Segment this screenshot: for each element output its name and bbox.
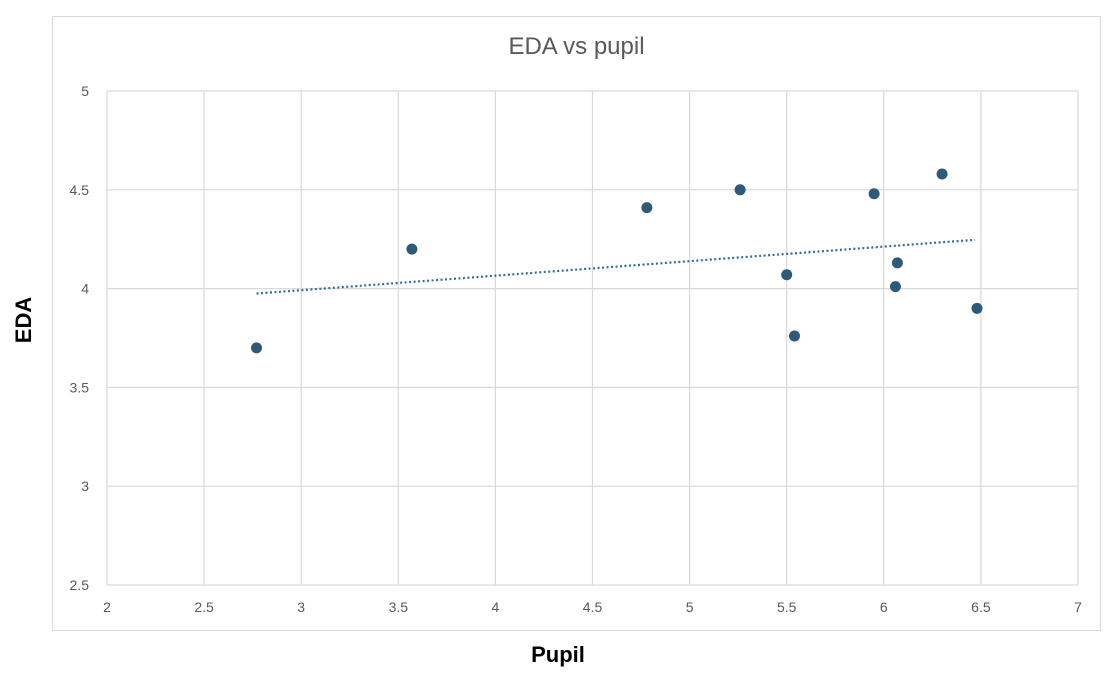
data-point bbox=[734, 184, 746, 196]
y-tick-label: 4 bbox=[81, 281, 89, 297]
data-point bbox=[891, 257, 903, 269]
x-axis-label: Pupil bbox=[531, 642, 585, 667]
y-tick-label: 4.5 bbox=[70, 182, 90, 198]
y-tick-label: 5 bbox=[81, 83, 89, 99]
x-tick-label: 3 bbox=[297, 599, 305, 615]
trendline bbox=[256, 238, 976, 295]
y-axis-ticks: 2.5 3 3.5 4 4.5 5 bbox=[70, 83, 90, 593]
x-tick-label: 6.5 bbox=[971, 599, 991, 615]
data-point bbox=[936, 168, 948, 180]
data-point bbox=[251, 342, 263, 354]
gridlines bbox=[106, 90, 1079, 586]
x-tick-label: 4.5 bbox=[583, 599, 603, 615]
x-tick-label: 5.5 bbox=[777, 599, 797, 615]
data-points bbox=[251, 168, 983, 354]
x-tick-label: 7 bbox=[1074, 599, 1082, 615]
chart-area bbox=[52, 16, 1101, 631]
data-point bbox=[889, 281, 901, 293]
x-tick-label: 5 bbox=[686, 599, 694, 615]
chart-title: EDA vs pupil bbox=[508, 33, 645, 60]
data-point bbox=[971, 302, 983, 314]
y-tick-label: 2.5 bbox=[70, 577, 90, 593]
x-axis-ticks: 2 2.5 3 3.5 4 4.5 5 5.5 6 6.5 7 bbox=[103, 599, 1082, 615]
x-tick-label: 3.5 bbox=[389, 599, 409, 615]
data-point bbox=[641, 202, 653, 214]
data-point bbox=[406, 243, 418, 255]
x-tick-label: 2.5 bbox=[194, 599, 214, 615]
data-point bbox=[868, 188, 880, 200]
x-tick-label: 2 bbox=[103, 599, 111, 615]
y-tick-label: 3.5 bbox=[70, 379, 90, 395]
x-tick-label: 6 bbox=[880, 599, 888, 615]
x-tick-label: 4 bbox=[492, 599, 500, 615]
data-point bbox=[781, 269, 793, 281]
y-axis-label: EDA bbox=[11, 296, 36, 344]
y-tick-label: 3 bbox=[81, 478, 89, 494]
data-point bbox=[788, 330, 800, 342]
